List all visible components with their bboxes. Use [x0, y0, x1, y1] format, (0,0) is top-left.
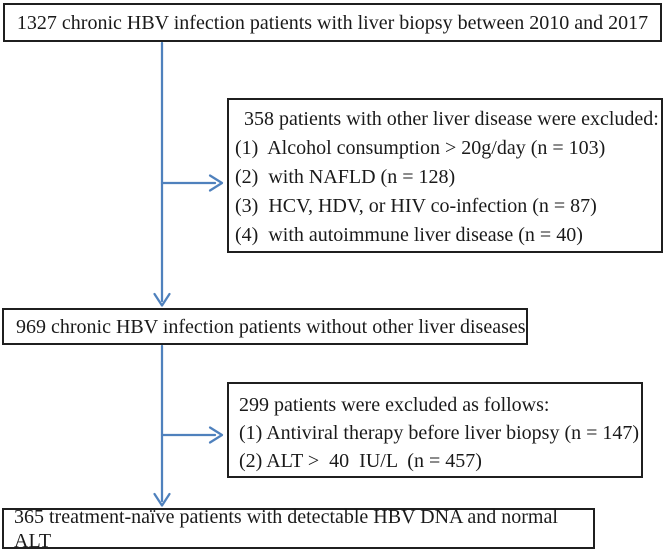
arrow-branch-exclusion-1 [160, 174, 224, 192]
exclusion-1-item-2: (2) with NAFLD (n = 128) [235, 166, 456, 188]
initial-cohort-text: 1327 chronic HBV infection patients with… [16, 11, 649, 34]
arrow-top-to-middle [153, 41, 171, 307]
box-exclusion-1: 358 patients with other liver disease we… [227, 98, 663, 253]
arrow-middle-to-bottom [153, 344, 171, 507]
exclusion-1-item-3: (3) HCV, HDV, or HIV co-infection (n = 8… [235, 195, 597, 217]
exclusion-2-header: 299 patients were excluded as follows: [239, 394, 550, 416]
exclusion-1-header: 358 patients with other liver disease we… [244, 108, 659, 130]
without-other-diseases-text: 969 chronic HBV infection patients witho… [16, 315, 526, 338]
box-without-other-diseases: 969 chronic HBV infection patients witho… [2, 308, 528, 345]
arrow-branch-exclusion-2 [160, 426, 224, 444]
box-final-cohort: 365 treatment-naïve patients with detect… [2, 505, 595, 551]
right-arrowhead-icon [208, 426, 224, 444]
box-initial-cohort: 1327 chronic HBV infection patients with… [3, 3, 662, 42]
down-arrowhead-icon [153, 292, 171, 307]
final-cohort-text: 365 treatment-naïve patients with detect… [14, 505, 562, 551]
exclusion-2-item-2: (2) ALT > 40 IU/L (n = 457) [239, 450, 482, 472]
exclusion-2-item-1: (1) Antiviral therapy before liver biops… [239, 422, 640, 444]
exclusion-1-item-1: (1) Alcohol consumption > 20g/day (n = 1… [235, 137, 606, 159]
right-arrowhead-icon [208, 174, 224, 192]
exclusion-1-item-4: (4) with autoimmune liver disease (n = 4… [235, 224, 583, 246]
box-exclusion-2: 299 patients were excluded as follows: (… [227, 382, 643, 478]
